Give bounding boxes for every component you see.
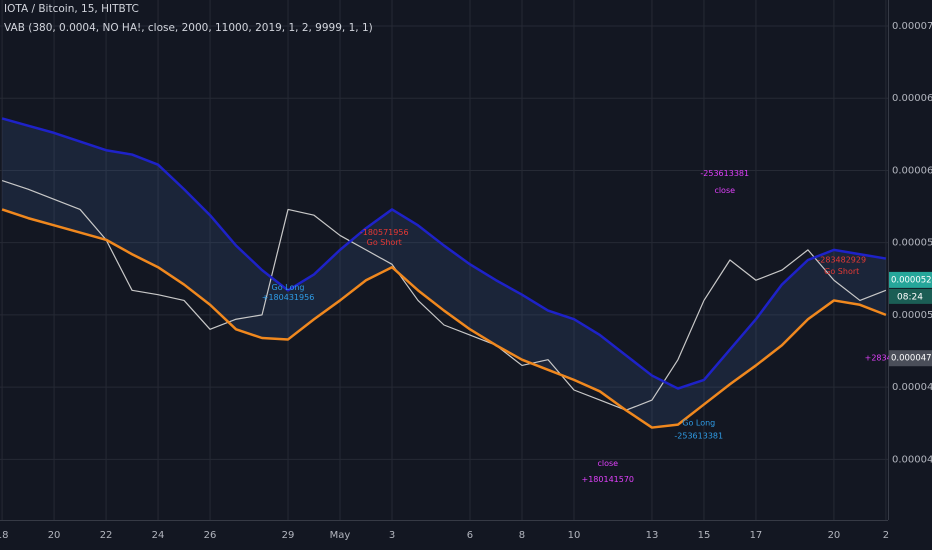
trade-annotation: close [714, 186, 735, 195]
y-tick-label: 0.000055000 [892, 238, 932, 249]
y-tick-label: 0.000045000 [892, 382, 932, 393]
x-tick-label: 8 [519, 530, 525, 541]
y-tick-label: 0.000040000 [892, 454, 932, 465]
series-line [1, 117, 887, 390]
y-tick-label: 0.000070000 [892, 21, 932, 32]
trade-annotation: -283482929 [817, 256, 866, 265]
trade-annotation: -253613381 [700, 169, 749, 178]
trade-annotation: close [597, 459, 618, 468]
x-tick-label: 26 [204, 530, 217, 541]
x-tick-label: 29 [282, 530, 295, 541]
x-tick-label: May [330, 530, 351, 541]
x-tick-label: 6 [467, 530, 473, 541]
trade-annotation: Go Long [682, 419, 715, 428]
x-tick-label: 13 [646, 530, 659, 541]
trade-annotation: -180571956 [360, 228, 409, 237]
trade-annotation: +180431956 [262, 293, 315, 302]
x-tick-label: 22 [100, 530, 113, 541]
band-fill [2, 118, 886, 428]
series-line [1, 208, 887, 429]
trade-annotation: Go Short [824, 267, 859, 276]
trade-annotation: +180141570 [582, 475, 635, 484]
labels: 0.000040000 0.000045000 0.000050000 0.00005… [0, 21, 932, 541]
price-tag [889, 271, 932, 288]
x-tick-label: 20 [828, 530, 841, 541]
grid [0, 0, 888, 520]
trade-annotation: -253613381 [674, 432, 723, 441]
price-tag [889, 350, 932, 367]
chart-title: IOTA / Bitcoin, 15, HITBTC [4, 3, 139, 15]
price-tag-label: 0.000047000 [891, 354, 932, 364]
x-tick-label: 18 [0, 530, 8, 541]
price-tag-label: 0.000052423 [891, 275, 932, 285]
x-tick-label: 24 [152, 530, 165, 541]
y-tick-label: 0.000060000 [892, 165, 932, 176]
trade-annotation: +28349 [865, 354, 897, 363]
trade-annotation: Go Short [367, 238, 402, 247]
x-tick-label: 17 [750, 530, 763, 541]
x-tick-label: 2 [883, 530, 889, 541]
x-tick-label: 20 [48, 530, 61, 541]
countdown-tag [889, 288, 932, 304]
countdown-label: 08:24 [897, 292, 923, 302]
x-tick-label: 10 [568, 530, 581, 541]
series-line [1, 179, 887, 411]
y-tick-label: 0.000065000 [892, 93, 932, 104]
y-tick-label: 0.000050000 [892, 310, 932, 321]
x-tick-label: 15 [698, 530, 711, 541]
trade-annotation: Go Long [272, 283, 305, 292]
x-tick-label: 3 [389, 530, 395, 541]
indicator-label: VAB (380, 0.0004, NO HA!, close, 2000, 1… [4, 22, 373, 34]
